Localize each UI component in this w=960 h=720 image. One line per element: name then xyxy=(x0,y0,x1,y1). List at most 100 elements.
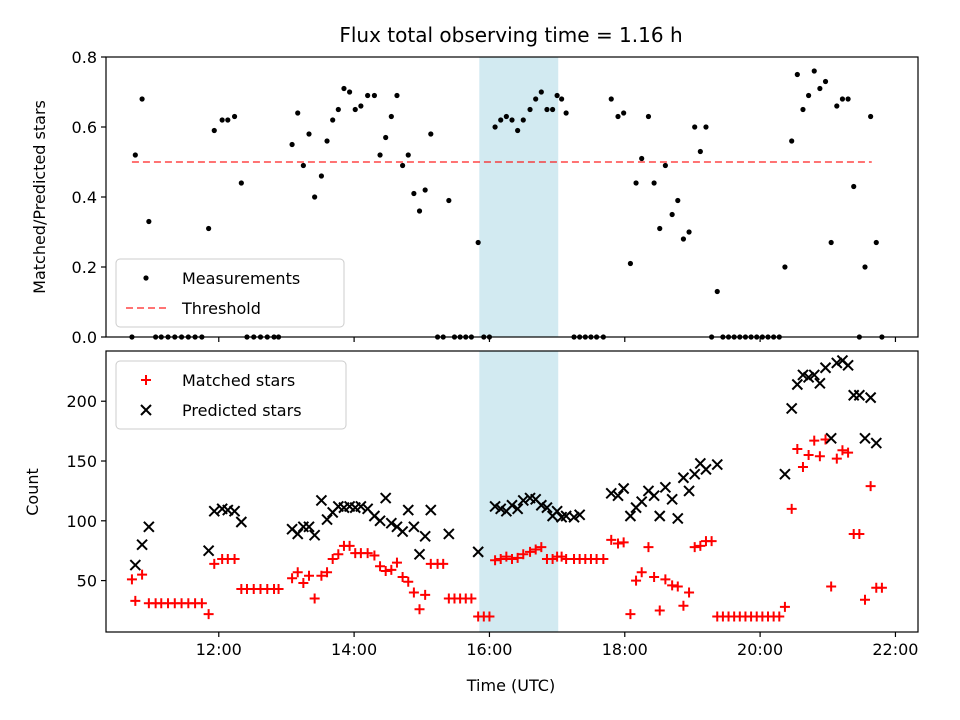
data-point xyxy=(333,549,344,560)
y-tick-label: 100 xyxy=(66,512,97,531)
data-point xyxy=(388,113,394,120)
x-tick-label: 12:00 xyxy=(196,640,242,659)
data-point xyxy=(466,593,477,604)
data-point xyxy=(365,92,371,99)
data-point xyxy=(341,85,347,92)
data-point xyxy=(492,124,498,130)
data-point xyxy=(438,558,449,569)
data-point xyxy=(808,369,820,381)
data-point xyxy=(792,444,803,455)
data-point xyxy=(678,600,689,611)
data-point xyxy=(828,239,834,246)
data-point xyxy=(352,106,358,113)
data-point xyxy=(344,540,355,551)
data-point xyxy=(660,574,671,585)
data-point xyxy=(873,239,879,246)
data-point xyxy=(411,190,417,197)
data-point xyxy=(330,117,336,123)
data-point xyxy=(335,106,341,113)
data-point xyxy=(648,489,660,502)
data-point xyxy=(621,110,627,116)
x-tick-label: 18:00 xyxy=(602,640,648,659)
data-point xyxy=(627,260,634,267)
y-tick-label: 50 xyxy=(77,572,97,591)
data-point xyxy=(649,571,660,582)
data-point xyxy=(416,208,423,214)
data-point xyxy=(202,544,215,557)
data-point xyxy=(136,539,148,551)
data-point xyxy=(822,78,829,85)
data-point xyxy=(231,113,238,120)
data-point xyxy=(615,113,621,120)
data-point xyxy=(786,503,797,514)
data-point xyxy=(316,570,327,581)
data-point xyxy=(845,96,851,102)
data-point xyxy=(797,461,808,472)
data-point xyxy=(512,552,523,563)
data-point xyxy=(130,595,141,606)
data-point xyxy=(672,512,684,525)
data-point xyxy=(683,485,695,497)
data-point xyxy=(695,540,706,551)
data-point xyxy=(517,494,529,507)
data-point xyxy=(209,558,220,569)
data-point xyxy=(837,445,848,456)
chart-title: Flux total observing time = 1.16 h xyxy=(339,23,682,47)
data-point xyxy=(126,574,137,585)
data-point xyxy=(225,117,231,123)
data-point xyxy=(501,551,512,562)
data-point xyxy=(859,594,870,605)
data-point xyxy=(819,362,832,374)
data-point xyxy=(315,494,328,507)
data-point xyxy=(287,573,298,584)
data-point xyxy=(865,481,876,492)
data-point xyxy=(238,180,244,186)
data-point xyxy=(684,587,695,598)
legend: Measurements Threshold xyxy=(115,258,345,328)
data-point xyxy=(541,501,553,514)
data-point xyxy=(228,505,241,517)
legend-label: Predicted stars xyxy=(182,401,302,420)
data-point xyxy=(700,463,712,476)
data-point xyxy=(854,528,865,539)
data-point xyxy=(146,218,152,225)
data-point xyxy=(817,85,823,92)
data-point xyxy=(791,378,804,391)
y-tick-label: 0.2 xyxy=(72,258,97,277)
data-point xyxy=(309,593,320,604)
data-point xyxy=(386,564,397,575)
data-point xyxy=(143,521,155,533)
data-point xyxy=(420,589,431,600)
data-point xyxy=(312,194,318,200)
data-point xyxy=(659,481,672,494)
data-point xyxy=(688,468,701,480)
series-2 xyxy=(129,354,882,571)
data-point xyxy=(782,264,788,270)
x-axis-label: Time (UTC) xyxy=(466,676,555,695)
data-point xyxy=(273,583,284,594)
data-point xyxy=(322,567,333,578)
data-point xyxy=(137,569,148,580)
data-point xyxy=(606,534,617,545)
bottom-panel: Count 12:00 14:00 16:00 18:00 20:00 22:00 50 10… xyxy=(23,350,919,659)
data-point xyxy=(358,103,364,109)
data-point xyxy=(391,557,402,568)
series-1 xyxy=(126,434,887,622)
data-point xyxy=(292,528,304,540)
legend-label: Measurements xyxy=(182,269,300,288)
data-point xyxy=(657,225,663,232)
data-point xyxy=(862,264,868,270)
data-point xyxy=(618,537,629,548)
data-point xyxy=(362,548,373,559)
data-point xyxy=(643,542,654,553)
data-point xyxy=(304,570,314,581)
bottom-y-axis-label: Count xyxy=(23,468,42,516)
data-point xyxy=(800,106,806,113)
data-point xyxy=(779,601,790,612)
data-point xyxy=(503,113,509,120)
highlight-span xyxy=(479,57,559,337)
y-tick-label: 0.6 xyxy=(72,118,97,137)
y-tick-label: 200 xyxy=(66,392,97,411)
data-point xyxy=(414,604,425,615)
